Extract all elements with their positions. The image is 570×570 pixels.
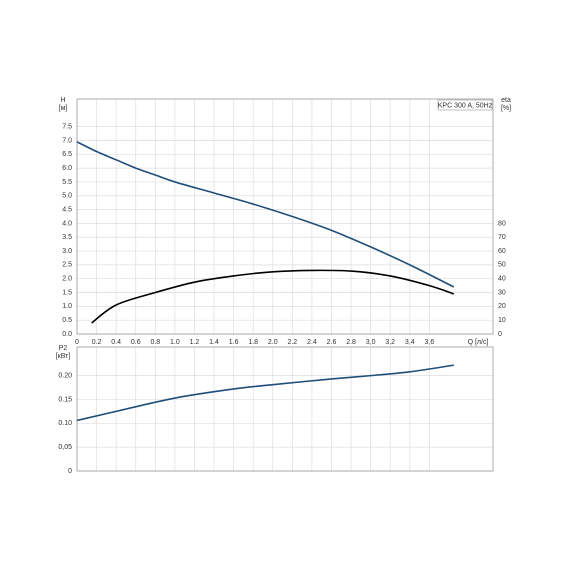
curve — [76, 364, 454, 422]
y2-tick-label: 10 — [498, 317, 506, 324]
x-tick-label: 3,2 — [385, 339, 395, 346]
y-tick-label: 0.20 — [58, 372, 72, 379]
y-tick-label: 0.5 — [62, 317, 72, 324]
y-tick-label: 2.0 — [62, 276, 72, 283]
x-tick-label: 3,6 — [425, 339, 435, 346]
x-tick-label: 3,0 — [366, 339, 376, 346]
y-tick-label: 4.0 — [62, 220, 72, 227]
plot-frame — [76, 98, 494, 335]
y-axis-unit: [кВт] — [56, 353, 71, 360]
y2-tick-label: 80 — [498, 220, 506, 227]
y-tick-label: 7.5 — [62, 123, 72, 130]
plot-frame — [76, 346, 494, 472]
x-tick-label: 1.4 — [209, 339, 219, 346]
y-axis-label: P2 — [59, 345, 68, 352]
y-tick-label: 6.0 — [62, 165, 72, 172]
y2-axis-label: eta — [501, 97, 511, 104]
y-tick-label: 5.5 — [62, 179, 72, 186]
y2-tick-label: 40 — [498, 276, 506, 283]
x-tick-label: 2.0 — [268, 339, 278, 346]
x-tick-label: 1.8 — [248, 339, 258, 346]
y-tick-label: 3.5 — [62, 234, 72, 241]
y-tick-label: 0.15 — [58, 396, 72, 403]
y-tick-label: 0.10 — [58, 420, 72, 427]
x-tick-label: 0.4 — [111, 339, 121, 346]
y-tick-label: 2.5 — [62, 262, 72, 269]
y-axis-unit: [м] — [59, 105, 68, 112]
x-tick-label: 2.8 — [346, 339, 356, 346]
y-tick-label: 7.0 — [62, 137, 72, 144]
y-tick-label: 0.0 — [62, 331, 72, 338]
x-tick-label: 1.6 — [229, 339, 239, 346]
y-tick-label: 0,05 — [58, 444, 72, 451]
y-tick-label: 4.5 — [62, 206, 72, 213]
y2-tick-label: 60 — [498, 248, 506, 255]
x-tick-label: 2.6 — [327, 339, 337, 346]
y-tick-label: 3.0 — [62, 248, 72, 255]
y2-tick-label: 0 — [498, 331, 502, 338]
x-tick-label: 1.2 — [190, 339, 200, 346]
y-axis-label: H — [60, 97, 65, 104]
x-axis-label: Q [л/с] — [468, 339, 489, 346]
x-tick-label: 0.8 — [150, 339, 160, 346]
y2-tick-label: 50 — [498, 262, 506, 269]
curve — [76, 141, 455, 288]
x-tick-label: 0.6 — [131, 339, 141, 346]
x-tick-label: 2.2 — [287, 339, 297, 346]
y-tick-label: 0 — [68, 468, 72, 475]
y-tick-label: 5.0 — [62, 193, 72, 200]
y-tick-label: 1.5 — [62, 289, 72, 296]
legend-box — [437, 99, 493, 111]
y-tick-label: 1.0 — [62, 303, 72, 310]
y2-tick-label: 20 — [498, 303, 506, 310]
y2-tick-label: 70 — [498, 234, 506, 241]
x-tick-label: 2.4 — [307, 339, 317, 346]
legend-label: KPC 300 A, 50Hz — [438, 102, 493, 109]
curve — [91, 269, 455, 324]
y2-tick-label: 30 — [498, 289, 506, 296]
y2-axis-unit: [%] — [501, 105, 511, 112]
x-tick-label: 3,4 — [405, 339, 415, 346]
x-tick-label: 0.2 — [92, 339, 102, 346]
y-tick-label: 6.5 — [62, 151, 72, 158]
x-tick-label: 1.0 — [170, 339, 180, 346]
x-tick-label: 0 — [75, 339, 79, 346]
